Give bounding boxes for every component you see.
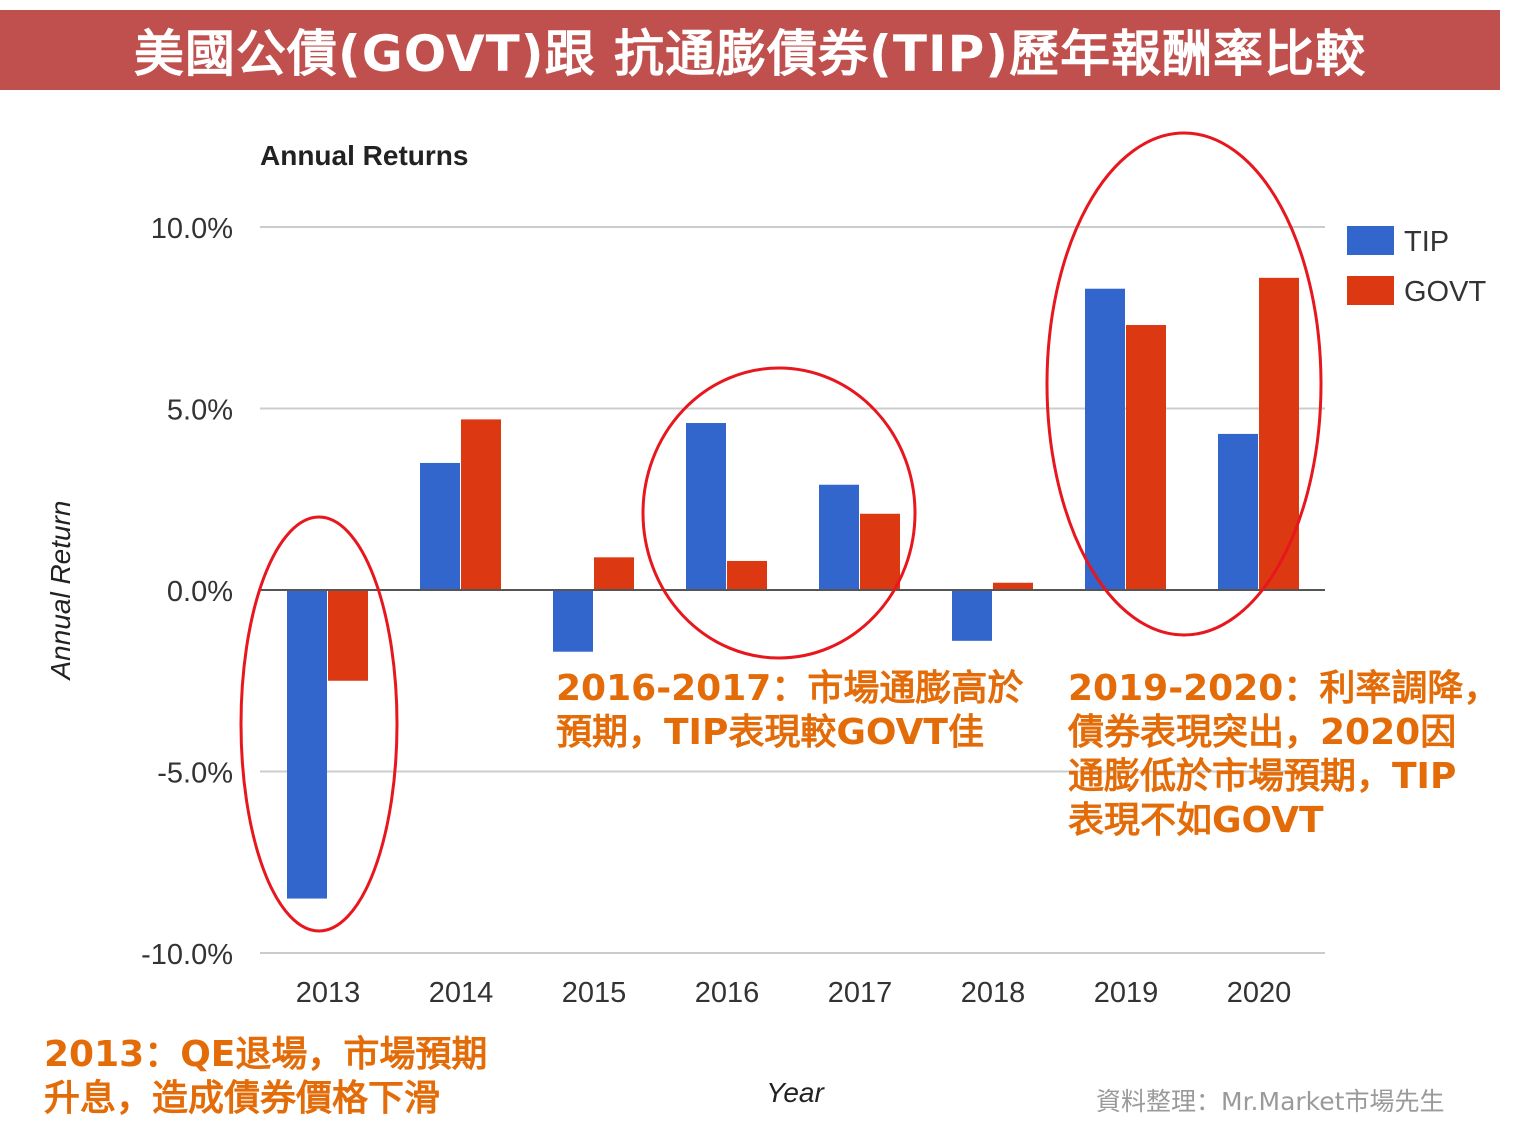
bar-tip-2015 — [553, 590, 593, 652]
note-2013: 2013：QE退場，市場預期 升息，造成債券價格下滑 — [44, 1034, 488, 1119]
chart-title: Annual Returns — [260, 140, 468, 171]
y-tick-label: 5.0% — [167, 395, 233, 427]
x-tick-label: 2015 — [562, 977, 627, 1009]
y-tick-label: -5.0% — [157, 758, 233, 790]
note-2016-2017: 2016-2017：市場通膨高於 預期，TIP表現較GOVT佳 — [556, 668, 1024, 753]
legend-swatch-govt — [1347, 276, 1394, 305]
highlight-circle-2019-2020 — [1045, 131, 1323, 637]
bar-govt-2019 — [1126, 325, 1166, 590]
bar-govt-2014 — [461, 419, 501, 590]
x-tick-label: 2013 — [296, 977, 361, 1009]
bar-govt-2015 — [594, 557, 634, 590]
x-tick-label: 2014 — [429, 977, 494, 1009]
page-title: 美國公債(GOVT)跟 抗通膨債券(TIP)歷年報酬率比較 — [133, 25, 1367, 83]
legend-label-tip: TIP — [1404, 226, 1449, 258]
legend-swatch-tip — [1347, 226, 1394, 255]
bar-govt-2016 — [727, 560, 767, 590]
x-tick-label: 2018 — [961, 977, 1026, 1009]
legend-label-govt: GOVT — [1404, 276, 1486, 308]
bar-govt-2013 — [328, 590, 368, 681]
bar-govt-2020 — [1259, 277, 1299, 590]
highlight-circle-2013 — [239, 515, 399, 933]
x-axis-label: Year — [766, 1077, 825, 1108]
note-2019-2020: 2019-2020：利率調降， 債券表現突出，2020因 通膨低於市場預期，TI… — [1068, 668, 1500, 841]
bar-tip-2017 — [819, 484, 859, 590]
bar-tip-2019 — [1085, 288, 1125, 590]
bar-govt-2018 — [993, 582, 1033, 590]
bar-tip-2020 — [1218, 433, 1258, 590]
title-banner: 美國公債(GOVT)跟 抗通膨債券(TIP)歷年報酬率比較 — [0, 10, 1500, 90]
bar-tip-2014 — [420, 462, 460, 590]
bar-tip-2016 — [686, 423, 726, 590]
x-tick-label: 2016 — [695, 977, 760, 1009]
x-tick-label: 2020 — [1227, 977, 1292, 1009]
y-tick-label: 0.0% — [167, 576, 233, 608]
y-tick-label: 10.0% — [151, 213, 233, 245]
y-tick-label: -10.0% — [141, 939, 233, 971]
bar-tip-2018 — [952, 590, 992, 641]
bar-govt-2017 — [860, 513, 900, 590]
x-tick-label: 2019 — [1094, 977, 1159, 1009]
y-axis-label: Annual Return — [45, 500, 76, 681]
bar-tip-2013 — [287, 590, 327, 899]
x-tick-label: 2017 — [828, 977, 893, 1009]
source-credit: 資料整理：Mr.Market市場先生 — [1096, 1087, 1445, 1116]
highlight-circle-2016-2017 — [641, 366, 917, 660]
